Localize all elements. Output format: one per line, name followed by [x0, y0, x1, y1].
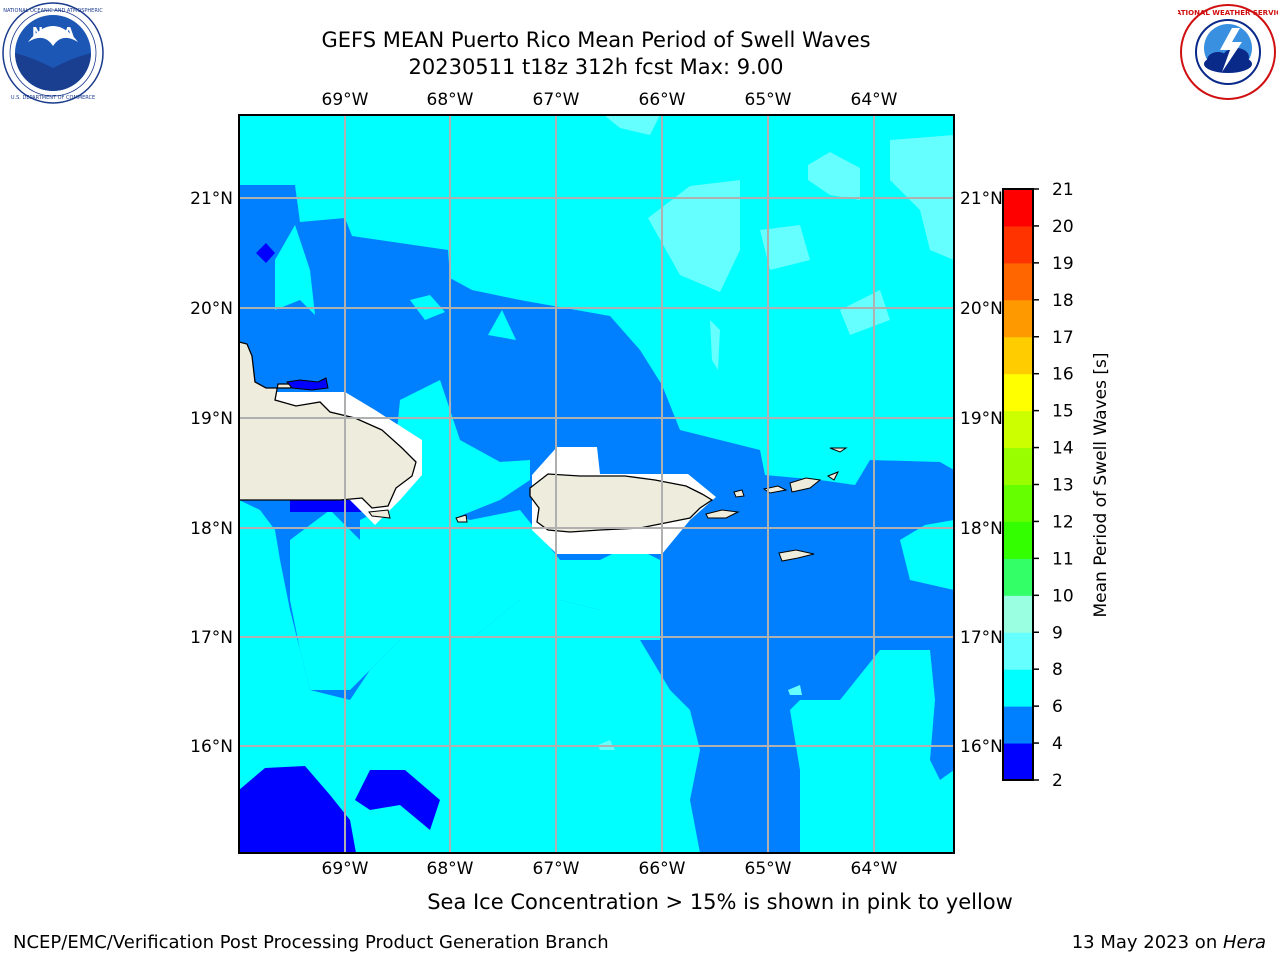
- colorbar-tick-label: 2: [1052, 771, 1063, 791]
- lon-label-top: 67°W: [533, 90, 580, 110]
- colorbar-tick-label: 11: [1052, 549, 1074, 569]
- svg-text:NOAA: NOAA: [32, 26, 74, 41]
- graticule: [239, 115, 954, 853]
- footer-date: 13 May 2023 on Hera: [1072, 932, 1266, 953]
- lat-label-left: 21°N: [190, 189, 233, 209]
- chart-title: GEFS MEAN Puerto Rico Mean Period of Swe…: [321, 28, 871, 52]
- colorbar-tick-label: 19: [1052, 254, 1074, 274]
- lon-label-top: 68°W: [427, 90, 474, 110]
- lon-label-top: 64°W: [851, 90, 898, 110]
- colorbar-tick-label: 15: [1052, 402, 1074, 422]
- footer-credit: NCEP/EMC/Verification Post Processing Pr…: [13, 932, 609, 953]
- svg-text:U.S. DEPARTMENT OF COMMERCE: U.S. DEPARTMENT OF COMMERCE: [11, 95, 95, 101]
- svg-text:NATIONAL OCEANIC AND ATMOSPHER: NATIONAL OCEANIC AND ATMOSPHERIC: [3, 8, 103, 14]
- swell-period-field: [239, 115, 954, 853]
- footer-host: Hera: [1222, 932, 1266, 953]
- lat-label-left: 20°N: [190, 299, 233, 319]
- lon-label-top: 69°W: [322, 90, 369, 110]
- colorbar-tick-label: 10: [1052, 586, 1074, 606]
- lat-label-right: 18°N: [960, 519, 1003, 539]
- lat-label-right: 21°N: [960, 189, 1003, 209]
- colorbar-tick-label: 12: [1052, 512, 1074, 532]
- lon-label-bottom: 66°W: [639, 859, 686, 879]
- lon-label-bottom: 65°W: [745, 859, 792, 879]
- colorbar-tick-label: 17: [1052, 328, 1074, 348]
- colorbar-segment: [1003, 521, 1033, 559]
- colorbar-tick-label: 16: [1052, 365, 1074, 385]
- noaa-logo-icon: NOAA NATIONAL OCEANIC AND ATMOSPHERIC U.…: [2, 2, 104, 104]
- lon-label-bottom: 69°W: [322, 859, 369, 879]
- colorbar-segment: [1003, 447, 1033, 485]
- lat-label-right: 20°N: [960, 299, 1003, 319]
- colorbar-segment: [1003, 743, 1033, 781]
- lon-label-bottom: 67°W: [533, 859, 580, 879]
- lon-label-top: 65°W: [745, 90, 792, 110]
- colorbar-segment: [1003, 484, 1033, 522]
- colorbar-segment: [1003, 299, 1033, 338]
- colorbar-tick-label: 13: [1052, 476, 1074, 496]
- colorbar-tick-label: 6: [1052, 697, 1063, 717]
- lon-label-bottom: 64°W: [851, 859, 898, 879]
- colorbar-segment: [1003, 632, 1033, 670]
- colorbar-tick-label: 9: [1052, 623, 1063, 643]
- colorbar: 2 4 6 8 9 10 11 12 13 14 15 16 17 18 19 20 21: [1002, 180, 1074, 791]
- lat-label-left: 18°N: [190, 519, 233, 539]
- colorbar-tick-label: 14: [1052, 439, 1074, 459]
- lat-label-left: 19°N: [190, 409, 233, 429]
- lat-label-right: 16°N: [960, 737, 1003, 757]
- colorbar-tick-label: 18: [1052, 291, 1074, 311]
- colorbar-segment: [1003, 410, 1033, 449]
- lat-label-right: 17°N: [960, 628, 1003, 648]
- colorbar-tick-label: 21: [1052, 180, 1074, 200]
- colorbar-segment: [1003, 336, 1033, 375]
- colorbar-label: Mean Period of Swell Waves [s]: [1091, 353, 1111, 618]
- nws-logo-icon: NATIONAL WEATHER SERVICE: [1178, 4, 1278, 100]
- colorbar-segment: [1003, 558, 1033, 596]
- lat-label-right: 19°N: [960, 409, 1003, 429]
- chart-subtitle: 20230511 t18z 312h fcst Max: 9.00: [408, 55, 784, 79]
- colorbar-segment: [1003, 225, 1033, 264]
- colorbar-tick-label: 20: [1052, 217, 1074, 237]
- svg-text:NATIONAL WEATHER SERVICE: NATIONAL WEATHER SERVICE: [1178, 9, 1278, 17]
- colorbar-segment: [1003, 189, 1033, 227]
- colorbar-segment: [1003, 595, 1033, 633]
- map-frame: [238, 114, 955, 854]
- sea-ice-caption: Sea Ice Concentration > 15% is shown in …: [427, 890, 1013, 914]
- lat-label-left: 16°N: [190, 737, 233, 757]
- lat-label-left: 17°N: [190, 628, 233, 648]
- lon-label-bottom: 68°W: [427, 859, 474, 879]
- colorbar-segment: [1003, 262, 1033, 301]
- colorbar-segment: [1003, 706, 1033, 744]
- colorbar-tick-label: 4: [1052, 734, 1063, 754]
- colorbar-segment: [1003, 373, 1033, 412]
- footer-date-text: 13 May 2023 on: [1071, 932, 1223, 953]
- colorbar-tick-label: 8: [1052, 660, 1063, 680]
- colorbar-segment: [1003, 669, 1033, 707]
- lon-label-top: 66°W: [639, 90, 686, 110]
